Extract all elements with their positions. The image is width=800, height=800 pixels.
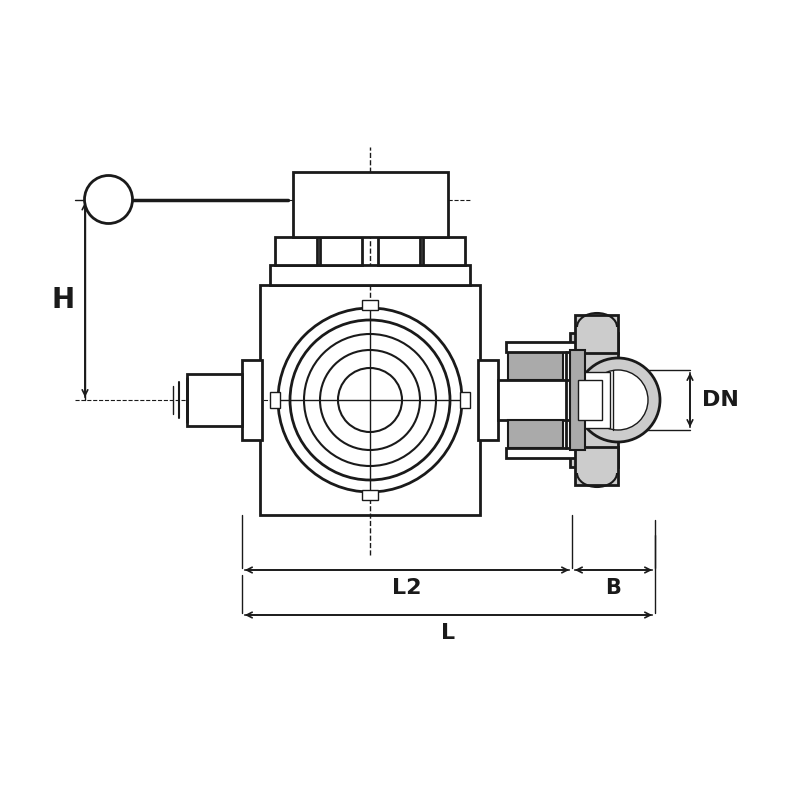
Text: H: H — [51, 286, 74, 314]
Bar — [362, 490, 378, 500]
Bar — [575, 447, 618, 485]
Circle shape — [588, 370, 648, 430]
Bar — [570, 350, 585, 450]
Bar — [423, 237, 465, 265]
Bar — [575, 315, 618, 353]
Circle shape — [304, 334, 436, 466]
Bar — [570, 372, 610, 428]
Bar — [508, 352, 563, 380]
Text: L: L — [442, 623, 455, 643]
Bar — [187, 374, 242, 426]
Bar — [270, 392, 280, 408]
Circle shape — [290, 320, 450, 480]
Bar — [242, 360, 262, 440]
Bar — [270, 265, 470, 285]
Circle shape — [85, 175, 133, 223]
Bar — [506, 342, 578, 352]
Circle shape — [320, 350, 420, 450]
Bar — [320, 237, 362, 265]
Bar — [570, 333, 618, 467]
Bar — [293, 172, 447, 237]
Bar — [578, 380, 602, 420]
Bar — [498, 380, 578, 420]
Text: DN: DN — [702, 390, 739, 410]
Bar — [275, 237, 317, 265]
Bar — [508, 420, 563, 448]
Circle shape — [576, 358, 660, 442]
Text: B: B — [606, 578, 622, 598]
Bar — [460, 392, 470, 408]
Bar — [260, 285, 480, 515]
Bar — [478, 360, 498, 440]
Bar — [378, 237, 420, 265]
Bar — [506, 448, 578, 458]
Circle shape — [278, 308, 462, 492]
Bar — [362, 300, 378, 310]
Text: L2: L2 — [392, 578, 422, 598]
Circle shape — [338, 368, 402, 432]
